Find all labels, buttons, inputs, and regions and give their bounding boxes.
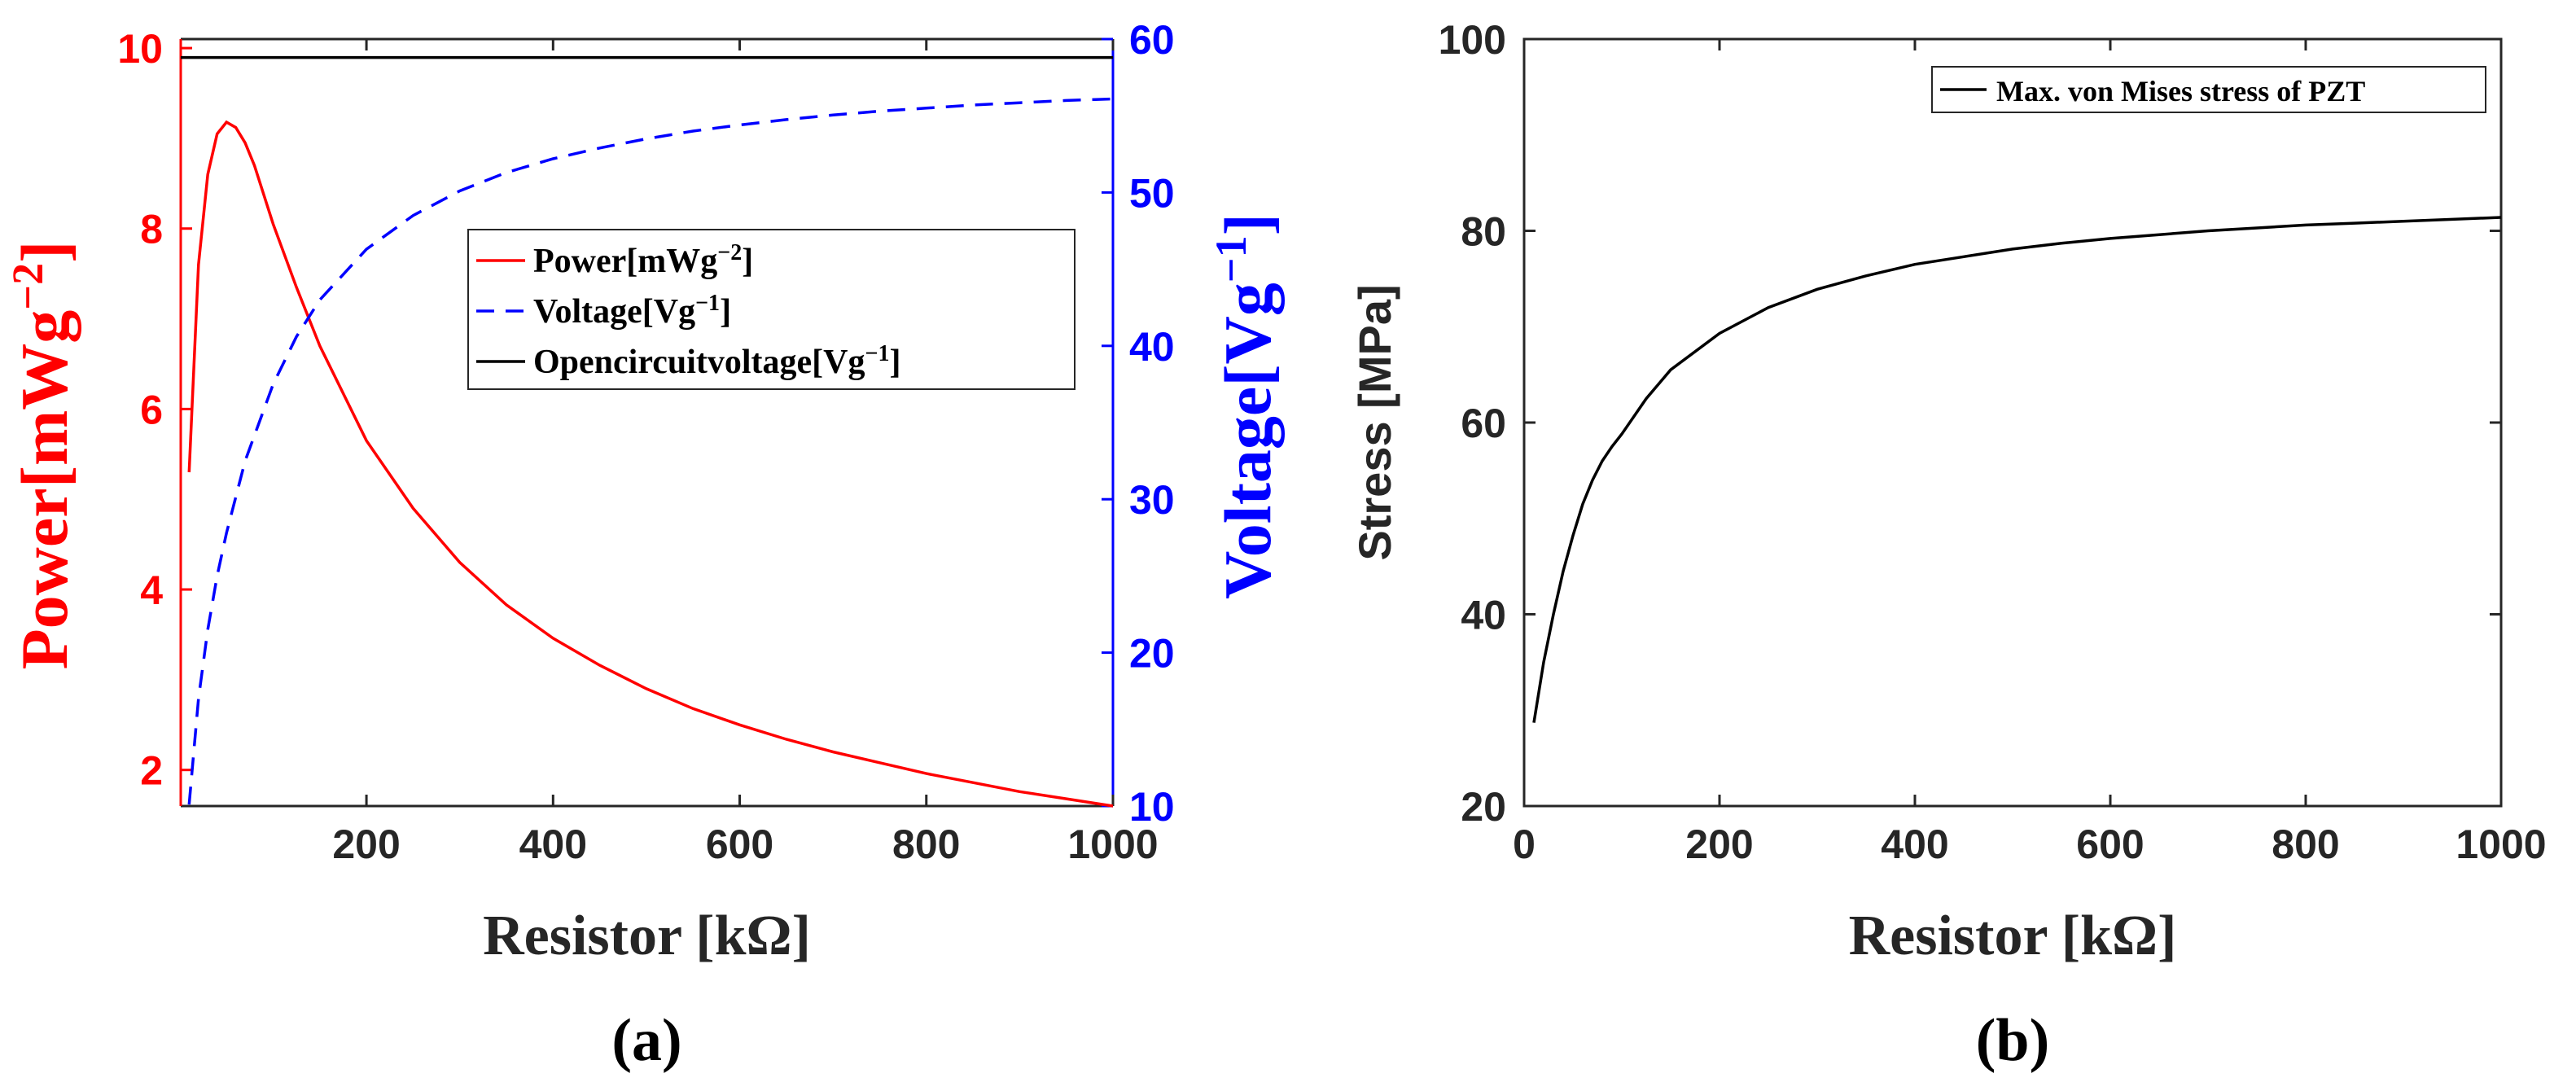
- panel-b-y-tick-label: 20: [1461, 784, 1506, 830]
- panel-b-y-tick-label: 100: [1439, 17, 1506, 63]
- panel-a-legend-box: [467, 229, 1076, 390]
- panel-b-x-tick-label: 600: [2076, 822, 2144, 867]
- panel-a-series-1-line: [187, 97, 1114, 805]
- panel-a-x-tick-label: 800: [892, 822, 960, 867]
- panel-a-x-tick-label: 600: [706, 822, 773, 867]
- panel-b-y-tick-label: 40: [1461, 593, 1506, 638]
- panel-b-x-tick-label: 800: [2272, 822, 2339, 867]
- panel-a-right-tick-label: 10: [1129, 784, 1175, 830]
- panel-b-x-tick-label: 400: [1881, 822, 1948, 867]
- panel-b-x-axis-label: Resistor [kΩ]: [1849, 905, 2177, 967]
- panel-b-legend: Max. von Mises stress of PZT: [1931, 66, 2486, 113]
- panel-a-legend-label-2: Opencircuitvoltage[Vg−1]: [533, 341, 900, 382]
- panel-a-x-axis-label: Resistor [kΩ]: [483, 905, 811, 967]
- panel-a-x-tick-label: 200: [332, 822, 400, 867]
- panel-b-y-axis-label: Stress [MPa]: [1349, 284, 1400, 560]
- panel-b-y-tick-label: 80: [1461, 209, 1506, 255]
- panel-b-frame: [1522, 37, 2503, 808]
- panel-a-left-tick-label: 10: [117, 26, 163, 72]
- panel-b-legend-label: Max. von Mises stress of PZT: [1996, 75, 2365, 107]
- panel-a-left-tick-label: 2: [140, 748, 163, 794]
- panel-a-legend-label-1: Voltage[Vg−1]: [533, 291, 731, 331]
- panel-a-right-tick-label: 50: [1129, 170, 1175, 216]
- panel-a-x-tick-label: 1000: [1067, 822, 1158, 867]
- panel-b: 0 200 400 600 800 1000 20 40 60 80 100 Resistor [kΩ…: [1349, 17, 2547, 1074]
- panel-a-right-tick-label: 40: [1129, 324, 1175, 370]
- panel-b-series-0-line: [1532, 216, 2502, 723]
- panel-a-legend: Power[mWg−2] Voltage[Vg−1] Opencircuitvolt…: [467, 229, 1076, 390]
- panel-a-legend-label-0: Power[mWg−2]: [533, 240, 753, 281]
- panel-b-sublabel: (b): [1976, 1007, 2049, 1074]
- panel-a-left-axis-label: Power[mWg−2]: [3, 241, 81, 670]
- panel-a-right-tick-label: 20: [1129, 631, 1175, 677]
- panel-b-y-tick-label: 60: [1461, 401, 1506, 446]
- panel-b-x-tick-label: 1000: [2456, 822, 2546, 867]
- panel-b-legend-box: [1931, 66, 2486, 113]
- panel-a-sublabel: (a): [611, 1007, 681, 1074]
- panel-b-x-tick-label: 0: [1513, 822, 1536, 867]
- panel-a-right-axis-label: Voltage[Vg−1]: [1207, 213, 1285, 599]
- panel-a-left-tick-label: 6: [140, 387, 163, 432]
- panel-a: 200 400 600 800 1000 2 4 6 8 10 10 20 30 40 50 60 Resist…: [3, 17, 1285, 1074]
- panel-a-series-0-line: [187, 120, 1114, 808]
- panel-a-x-tick-label: 400: [519, 822, 587, 867]
- panel-a-left-tick-label: 8: [140, 207, 163, 252]
- panel-a-right-tick-label: 30: [1129, 477, 1175, 523]
- panel-b-x-tick-label: 200: [1685, 822, 1753, 867]
- panel-a-left-tick-label: 4: [140, 567, 163, 613]
- panel-a-right-tick-label: 60: [1129, 17, 1175, 63]
